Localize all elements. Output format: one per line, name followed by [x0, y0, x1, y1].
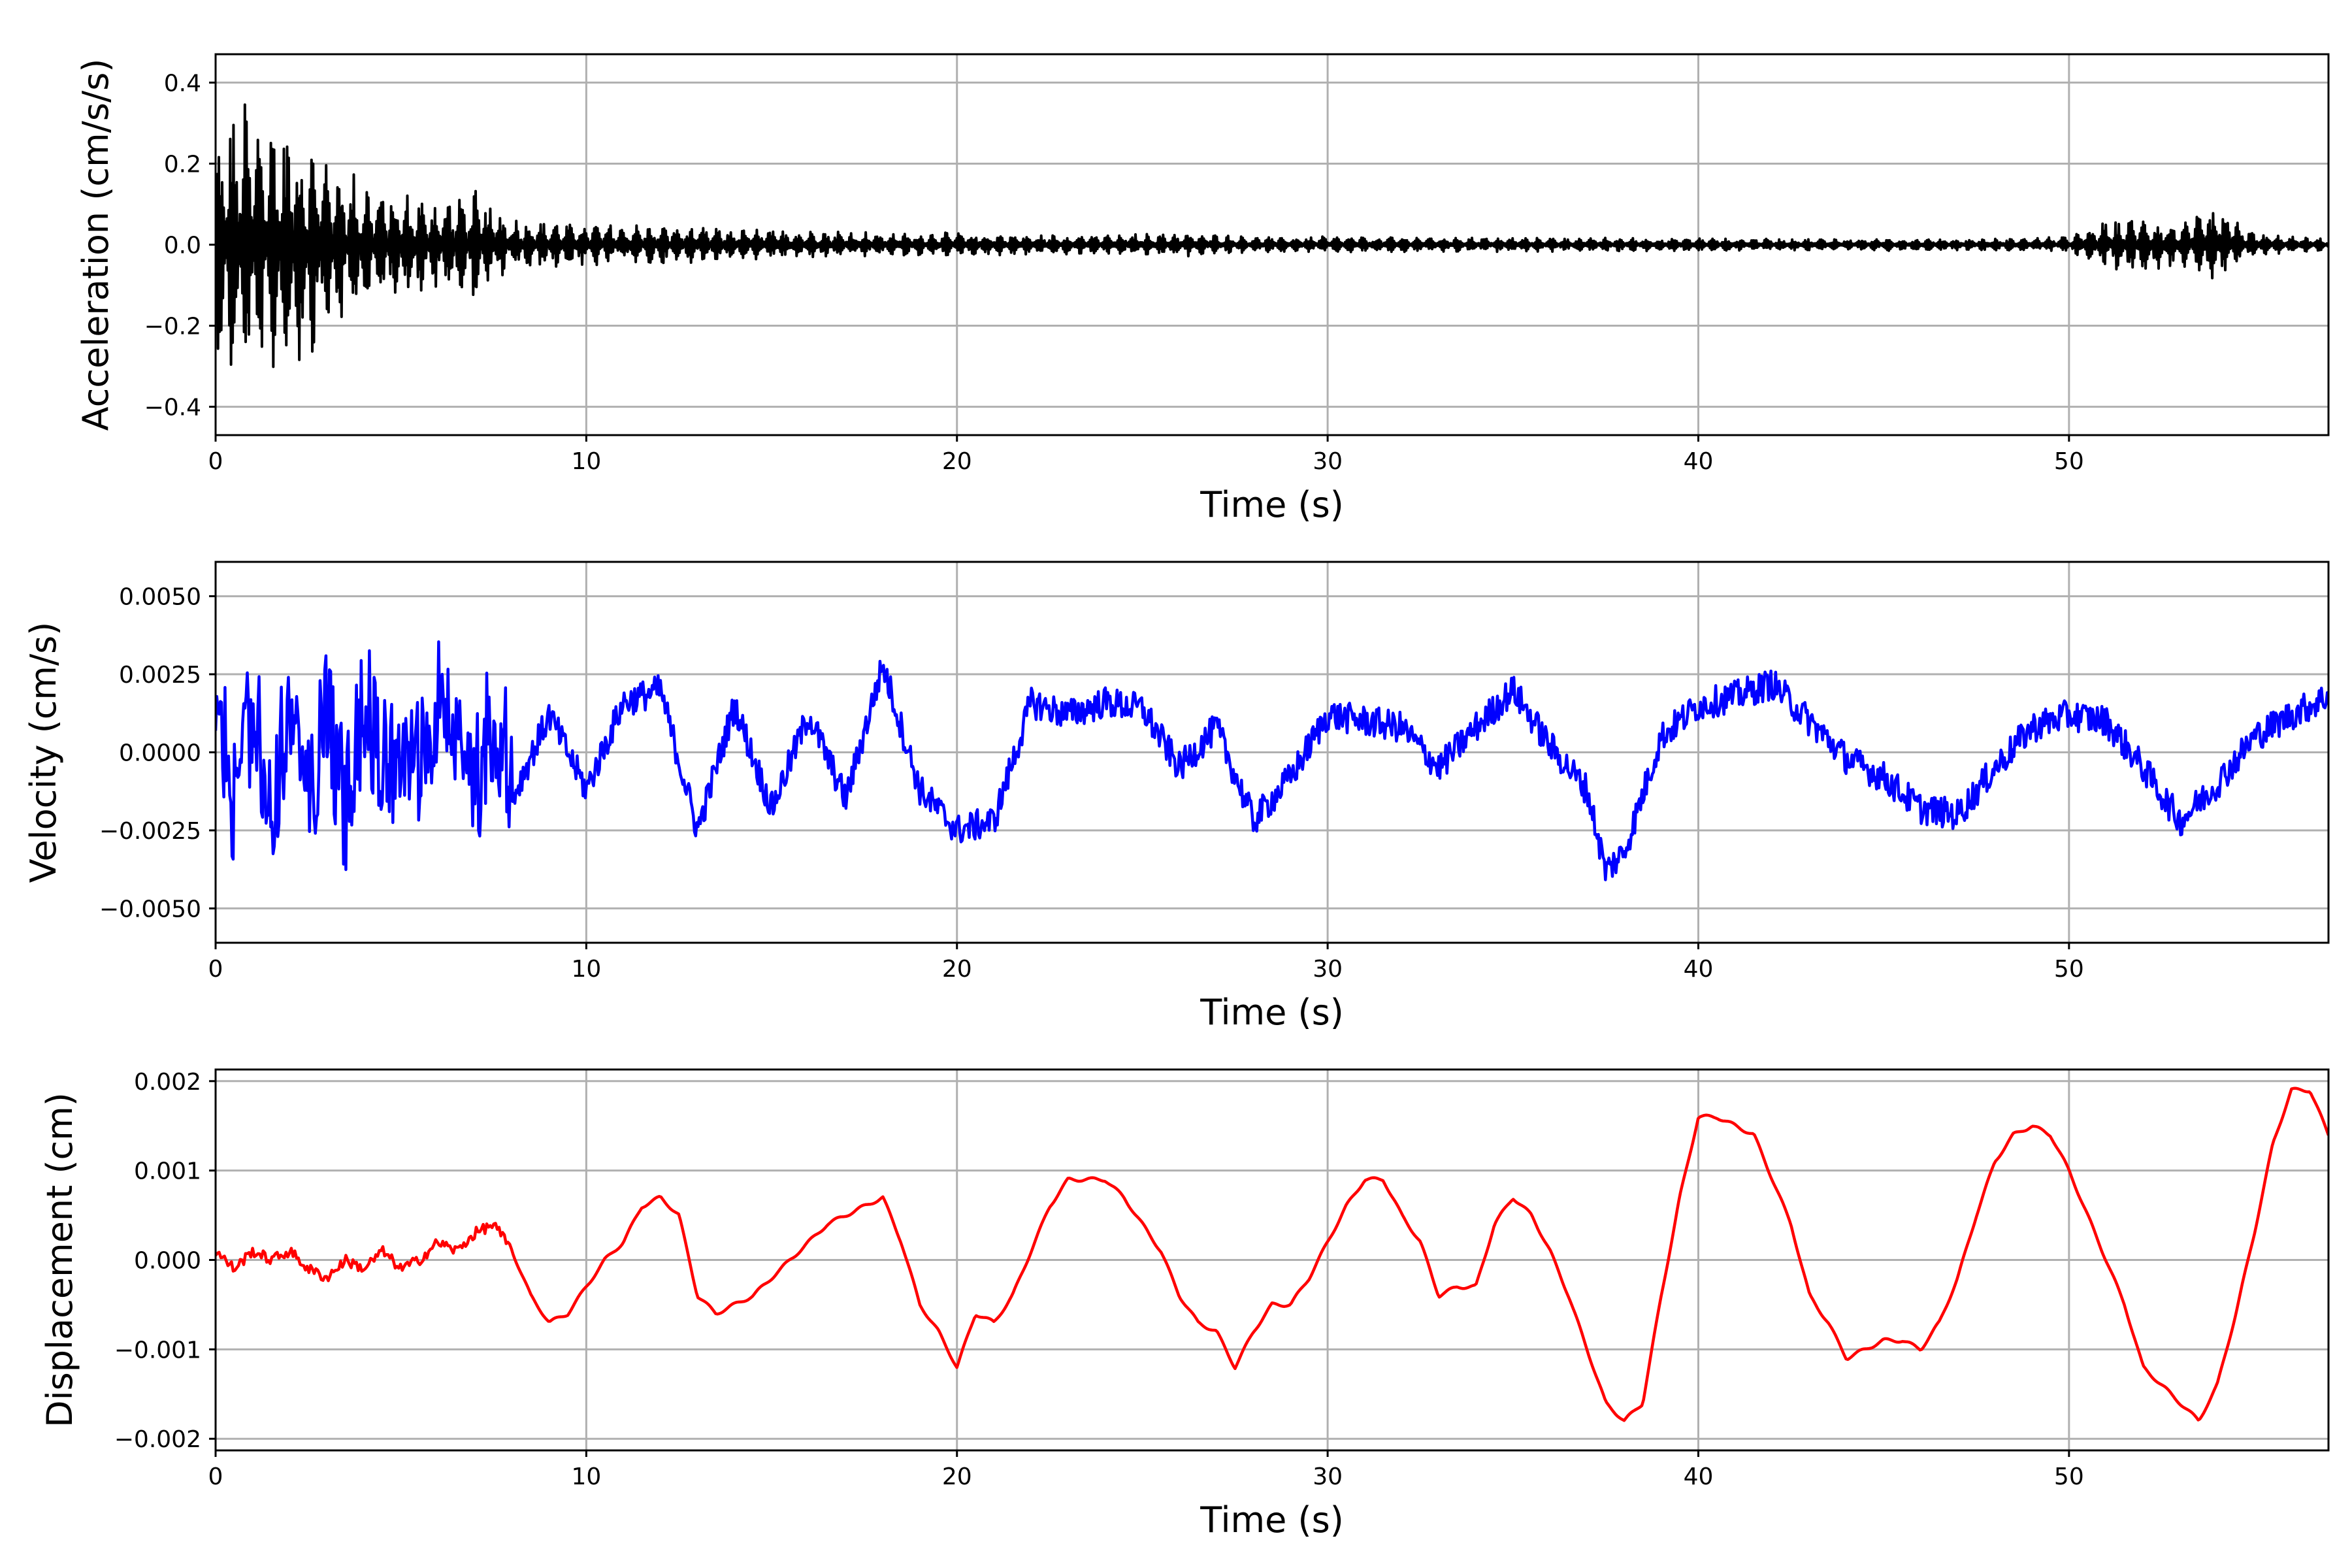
- velocity-y-tick-label: 0.0000: [119, 740, 201, 767]
- displacement-x-tick-label: 40: [1684, 1463, 1714, 1490]
- velocity-series-line: [216, 640, 2328, 881]
- acceleration-series: [216, 103, 2328, 368]
- displacement-y-tick-label: −0.002: [114, 1426, 201, 1453]
- displacement-x-tick-label: 30: [1313, 1463, 1343, 1490]
- displacement-ticks: 0 10 20 30 40 50 −0.002 −0.001 0.000 0.001 0.002: [114, 1069, 2084, 1490]
- acceleration-x-tick-label: 10: [571, 448, 601, 475]
- displacement-y-tick-label: 0.001: [134, 1158, 201, 1185]
- velocity-y-tick-label: −0.0025: [99, 818, 201, 845]
- displacement-series: [216, 1086, 2328, 1422]
- displacement-x-tick-label: 10: [571, 1463, 601, 1490]
- acceleration-series-line: [216, 103, 2328, 368]
- velocity-panel: 0 10 20 30 40 50 −0.0050 −0.0025 0.0000 0.0025 0.0…: [23, 561, 2330, 1033]
- velocity-y-axis-label: Velocity (cm/s): [23, 622, 64, 883]
- displacement-y-axis-label: Displacement (cm): [39, 1092, 80, 1428]
- displacement-y-tick-label: −0.001: [114, 1337, 201, 1364]
- velocity-y-tick-label: −0.0050: [99, 896, 201, 923]
- velocity-ticks: 0 10 20 30 40 50 −0.0050 −0.0025 0.0000 0.0025 0.0…: [99, 584, 2084, 983]
- acceleration-y-tick-label: 0.0: [164, 233, 201, 259]
- acceleration-y-tick-label: −0.4: [144, 395, 201, 421]
- displacement-x-axis-label: Time (s): [1200, 1499, 1344, 1541]
- velocity-x-tick-label: 10: [571, 956, 601, 983]
- velocity-x-tick-label: 20: [942, 956, 972, 983]
- displacement-x-tick-label: 20: [942, 1463, 972, 1490]
- displacement-series-line: [216, 1086, 2328, 1422]
- acceleration-y-tick-label: 0.2: [164, 151, 201, 178]
- displacement-panel: 0 10 20 30 40 50 −0.002 −0.001 0.000 0.001 0.002 T…: [39, 1068, 2330, 1541]
- acceleration-x-tick-label: 50: [2054, 448, 2084, 475]
- acceleration-x-axis-label: Time (s): [1200, 484, 1344, 525]
- velocity-x-axis-label: Time (s): [1200, 992, 1344, 1033]
- displacement-x-tick-label: 50: [2054, 1463, 2084, 1490]
- displacement-grid: [214, 1070, 2328, 1450]
- acceleration-y-axis-label: Acceleration (cm/s/s): [75, 59, 116, 431]
- acceleration-x-tick-label: 30: [1313, 448, 1343, 475]
- velocity-x-tick-label: 40: [1684, 956, 1714, 983]
- velocity-x-tick-label: 30: [1313, 956, 1343, 983]
- acceleration-x-tick-label: 40: [1684, 448, 1714, 475]
- velocity-y-tick-label: 0.0050: [119, 584, 201, 611]
- acceleration-y-tick-label: −0.2: [144, 314, 201, 340]
- displacement-x-tick-label: 0: [208, 1463, 223, 1490]
- acceleration-x-tick-label: 20: [942, 448, 972, 475]
- velocity-y-tick-label: 0.0025: [119, 662, 201, 689]
- acceleration-x-tick-label: 0: [208, 448, 223, 475]
- velocity-series: [216, 640, 2328, 881]
- displacement-y-tick-label: 0.000: [134, 1248, 201, 1275]
- velocity-x-tick-label: 50: [2054, 956, 2084, 983]
- velocity-x-tick-label: 0: [208, 956, 223, 983]
- acceleration-ticks: 0 10 20 30 40 50 −0.4 −0.2 0.0 0.2 0.4: [144, 70, 2084, 475]
- acceleration-y-tick-label: 0.4: [164, 70, 201, 97]
- displacement-y-tick-label: 0.002: [134, 1069, 201, 1096]
- acceleration-panel: 0 10 20 30 40 50 −0.4 −0.2 0.0 0.2 0.4 Time (s) Ac…: [75, 53, 2330, 525]
